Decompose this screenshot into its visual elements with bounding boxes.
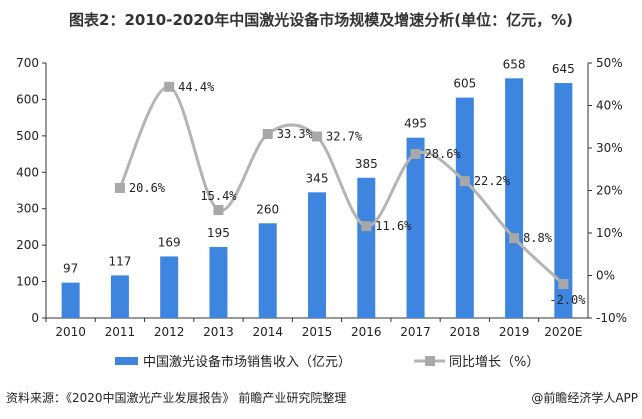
credit-note: @前瞻经济学人APP — [531, 391, 638, 405]
x-tick-label: 2020E — [544, 325, 582, 339]
left-tick-label: 600 — [16, 92, 39, 106]
left-tick-label: 400 — [16, 165, 39, 179]
growth-marker — [509, 233, 520, 244]
bar — [110, 275, 129, 318]
x-tick-label: 2016 — [351, 325, 382, 339]
chart-title: 图表2：2010-2020年中国激光设备市场规模及增速分析(单位：亿元，%) — [69, 11, 573, 29]
left-tick-label: 700 — [16, 56, 39, 70]
bar-value-label: 658 — [503, 57, 526, 71]
growth-marker — [410, 148, 421, 159]
x-tick-label: 2010 — [55, 325, 86, 339]
growth-value-label: 28.6% — [425, 147, 462, 161]
bar — [505, 78, 524, 318]
bar — [209, 246, 228, 318]
legend-bar-swatch — [115, 357, 138, 365]
growth-value-label: 15.4% — [200, 189, 237, 203]
bar-value-label: 117 — [108, 254, 131, 268]
growth-marker — [558, 279, 569, 289]
legend-bar-label: 中国激光设备市场销售收入（亿元） — [143, 354, 351, 370]
growth-value-label: -2.0% — [549, 293, 586, 307]
bar — [455, 97, 474, 318]
right-tick-label: 40% — [596, 99, 623, 113]
x-tick-label: 2011 — [105, 325, 136, 339]
left-tick-label: 500 — [16, 129, 39, 143]
growth-marker — [262, 128, 273, 139]
right-tick-label: 0% — [596, 269, 615, 283]
growth-value-label: 11.6% — [375, 219, 412, 233]
bar-value-label: 495 — [404, 117, 427, 131]
x-tick-label: 2013 — [203, 325, 234, 339]
growth-line — [118, 85, 565, 286]
bar-value-label: 345 — [306, 171, 329, 185]
growth-value-label: 33.3% — [277, 127, 314, 141]
bar-value-label: 97 — [63, 262, 78, 276]
growth-value-label: 22.2% — [474, 174, 511, 188]
bar-value-label: 605 — [453, 77, 476, 91]
x-tick-label: 2017 — [400, 325, 431, 339]
growth-value-label: 20.6% — [129, 181, 166, 195]
growth-marker — [213, 205, 224, 216]
right-tick-label: 10% — [596, 226, 623, 240]
left-tick-label: 200 — [16, 238, 39, 252]
bar — [554, 83, 573, 319]
bar — [406, 137, 425, 318]
growth-value-label: 32.7% — [326, 130, 363, 144]
x-tick-label: 2019 — [499, 325, 530, 339]
right-tick-label: 30% — [596, 141, 623, 155]
bar-value-label: 260 — [256, 202, 279, 216]
source-note: 资料来源：《2020中国激光产业发展报告》 前瞻产业研究院整理 — [6, 391, 347, 405]
bar — [160, 256, 179, 318]
right-tick-label: 20% — [596, 184, 623, 198]
left-tick-label: 100 — [16, 275, 39, 289]
growth-marker — [164, 81, 175, 92]
growth-value-label: 8.8% — [523, 231, 553, 245]
left-tick-label: 0 — [31, 311, 39, 325]
bar-value-label: 645 — [552, 62, 575, 76]
growth-marker — [459, 176, 470, 187]
bar-value-label: 385 — [355, 157, 378, 171]
bar — [308, 192, 326, 318]
left-tick-label: 300 — [16, 202, 39, 216]
growth-marker — [312, 131, 322, 142]
growth-marker — [114, 182, 125, 193]
right-tick-label: -10% — [596, 311, 627, 325]
legend-line-marker — [425, 356, 435, 366]
legend-line-label: 同比增长（%） — [449, 355, 539, 370]
x-tick-label: 2012 — [154, 325, 185, 339]
right-tick-label: 50% — [596, 56, 623, 70]
growth-marker — [361, 221, 372, 232]
x-tick-label: 2018 — [450, 325, 481, 339]
x-tick-label: 2015 — [302, 325, 333, 339]
bar — [258, 223, 277, 318]
bar — [357, 177, 376, 318]
x-tick-label: 2014 — [252, 325, 283, 339]
bar — [61, 282, 80, 318]
growth-value-label: 44.4% — [178, 80, 215, 94]
bar-value-label: 195 — [207, 226, 230, 240]
bar-value-label: 169 — [158, 235, 181, 249]
